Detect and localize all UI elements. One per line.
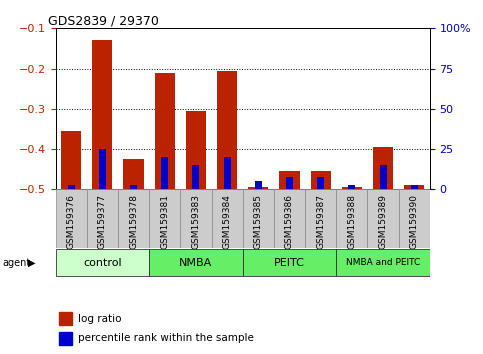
Bar — [118, 189, 149, 248]
Bar — [248, 187, 269, 189]
Text: control: control — [83, 258, 122, 268]
Bar — [217, 70, 237, 189]
Text: GSM159384: GSM159384 — [223, 194, 232, 249]
Text: GSM159383: GSM159383 — [191, 194, 200, 249]
Text: GSM159378: GSM159378 — [129, 194, 138, 249]
Bar — [123, 159, 143, 189]
Bar — [180, 189, 212, 248]
Bar — [342, 187, 362, 189]
Bar — [186, 111, 206, 189]
Bar — [68, 184, 74, 189]
Bar — [92, 40, 113, 189]
Text: GSM159386: GSM159386 — [285, 194, 294, 249]
Bar — [87, 189, 118, 248]
Text: NMBA and PEITC: NMBA and PEITC — [346, 258, 420, 267]
Bar — [149, 249, 242, 276]
Bar — [59, 332, 72, 345]
Bar — [373, 147, 393, 189]
Bar — [411, 184, 418, 189]
Bar — [368, 189, 398, 248]
Text: GSM159389: GSM159389 — [379, 194, 387, 249]
Text: GSM159376: GSM159376 — [67, 194, 76, 249]
Text: GSM159390: GSM159390 — [410, 194, 419, 249]
Bar — [336, 189, 368, 248]
Text: ▶: ▶ — [28, 258, 35, 268]
Bar — [398, 189, 430, 248]
Text: PEITC: PEITC — [274, 258, 305, 268]
Text: GSM159385: GSM159385 — [254, 194, 263, 249]
Bar — [242, 249, 336, 276]
Bar — [56, 249, 149, 276]
Bar — [149, 189, 180, 248]
Text: GSM159377: GSM159377 — [98, 194, 107, 249]
Bar — [59, 313, 72, 325]
Text: GSM159381: GSM159381 — [160, 194, 169, 249]
Bar — [311, 171, 331, 189]
Bar — [336, 249, 430, 276]
Text: GSM159387: GSM159387 — [316, 194, 325, 249]
Bar — [286, 177, 293, 189]
Bar — [317, 177, 324, 189]
Bar — [255, 181, 262, 189]
Text: log ratio: log ratio — [78, 314, 122, 324]
Text: percentile rank within the sample: percentile rank within the sample — [78, 333, 254, 343]
Bar — [380, 165, 386, 189]
Bar — [279, 171, 299, 189]
Bar — [193, 165, 199, 189]
Bar — [242, 189, 274, 248]
Bar — [161, 157, 168, 189]
Text: GDS2839 / 29370: GDS2839 / 29370 — [48, 14, 159, 27]
Bar — [130, 184, 137, 189]
Text: agent: agent — [2, 258, 30, 268]
Text: GSM159388: GSM159388 — [347, 194, 356, 249]
Bar — [212, 189, 242, 248]
Bar — [404, 185, 425, 189]
Bar — [99, 149, 106, 189]
Bar — [305, 189, 336, 248]
Bar — [61, 131, 81, 189]
Text: NMBA: NMBA — [179, 258, 213, 268]
Bar — [224, 157, 230, 189]
Bar — [274, 189, 305, 248]
Bar — [155, 73, 175, 189]
Bar — [56, 189, 87, 248]
Bar — [348, 184, 355, 189]
